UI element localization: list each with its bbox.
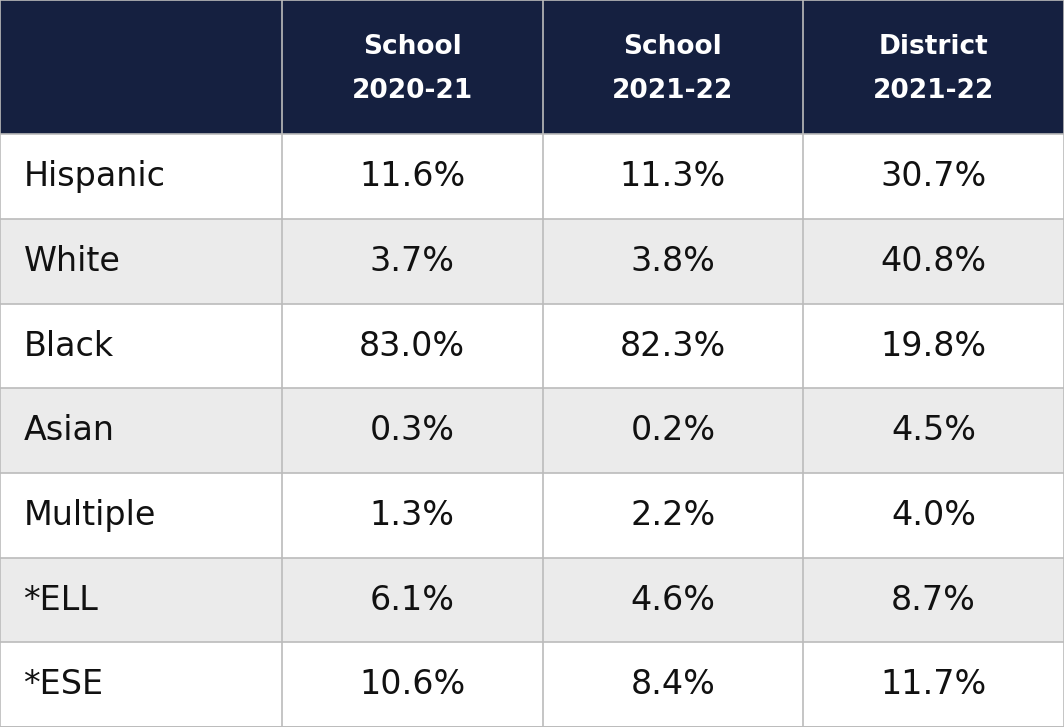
Bar <box>803 0 1064 134</box>
Text: 40.8%: 40.8% <box>881 245 986 278</box>
Bar <box>282 473 543 558</box>
Text: *ESE: *ESE <box>23 668 103 701</box>
Text: Black: Black <box>23 329 114 363</box>
Bar <box>543 388 803 473</box>
Bar <box>282 643 543 727</box>
Bar <box>0 643 282 727</box>
Bar <box>0 219 282 304</box>
Text: 1.3%: 1.3% <box>370 499 454 532</box>
Bar <box>0 558 282 643</box>
Bar <box>543 643 803 727</box>
Text: 6.1%: 6.1% <box>370 584 454 616</box>
Text: 3.8%: 3.8% <box>631 245 715 278</box>
Bar <box>282 558 543 643</box>
Text: 0.3%: 0.3% <box>370 414 454 447</box>
Text: 11.6%: 11.6% <box>360 161 465 193</box>
Bar <box>803 388 1064 473</box>
Bar <box>543 0 803 134</box>
Bar <box>0 0 282 134</box>
Bar <box>282 388 543 473</box>
Bar <box>803 219 1064 304</box>
Bar <box>0 388 282 473</box>
Text: 19.8%: 19.8% <box>881 329 986 363</box>
Bar <box>543 304 803 388</box>
Text: 82.3%: 82.3% <box>620 329 726 363</box>
Text: Multiple: Multiple <box>23 499 155 532</box>
Bar <box>543 219 803 304</box>
Text: 3.7%: 3.7% <box>370 245 454 278</box>
Text: Hispanic: Hispanic <box>23 161 165 193</box>
Text: 0.2%: 0.2% <box>630 414 716 447</box>
Bar <box>0 134 282 219</box>
Bar <box>543 558 803 643</box>
Text: 4.0%: 4.0% <box>892 499 976 532</box>
Text: 10.6%: 10.6% <box>360 668 465 701</box>
Bar <box>803 643 1064 727</box>
Text: 30.7%: 30.7% <box>881 161 986 193</box>
Bar <box>282 0 543 134</box>
Bar <box>282 219 543 304</box>
Bar <box>543 134 803 219</box>
Text: 11.3%: 11.3% <box>620 161 726 193</box>
Bar <box>282 134 543 219</box>
Text: School: School <box>363 34 462 60</box>
Text: 2021-22: 2021-22 <box>874 79 994 104</box>
Text: 4.6%: 4.6% <box>631 584 715 616</box>
Text: 83.0%: 83.0% <box>360 329 465 363</box>
Text: White: White <box>23 245 120 278</box>
Text: *ELL: *ELL <box>23 584 98 616</box>
Text: School: School <box>624 34 722 60</box>
Text: Asian: Asian <box>23 414 115 447</box>
Text: 8.7%: 8.7% <box>892 584 976 616</box>
Text: District: District <box>879 34 988 60</box>
Text: 11.7%: 11.7% <box>881 668 986 701</box>
Bar <box>803 558 1064 643</box>
Bar <box>803 473 1064 558</box>
Text: 8.4%: 8.4% <box>631 668 715 701</box>
Text: 4.5%: 4.5% <box>892 414 976 447</box>
Text: 2.2%: 2.2% <box>630 499 716 532</box>
Bar <box>0 304 282 388</box>
Text: 2020-21: 2020-21 <box>352 79 472 104</box>
Bar <box>543 473 803 558</box>
Bar <box>0 473 282 558</box>
Bar <box>282 304 543 388</box>
Bar <box>803 304 1064 388</box>
Text: 2021-22: 2021-22 <box>613 79 733 104</box>
Bar <box>803 134 1064 219</box>
